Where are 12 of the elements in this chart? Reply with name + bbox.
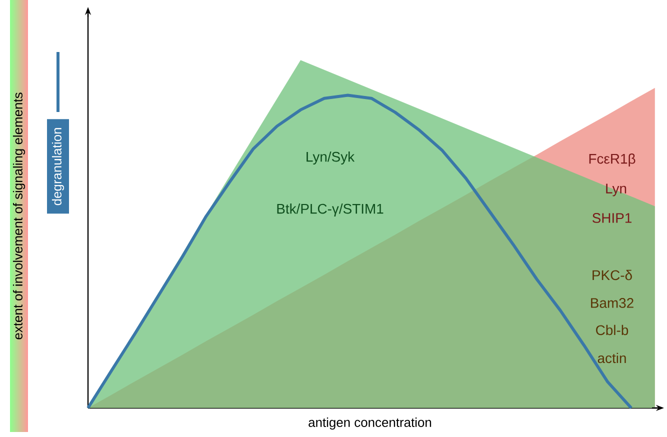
annotation: Lyn: [606, 184, 626, 196]
y-axis-title: extent of involvement of signaling elements: [12, 92, 26, 340]
annotation: FcεR1β: [589, 153, 636, 166]
x-axis-title: antigen concentration: [308, 417, 432, 430]
annotation: actin: [598, 352, 626, 364]
text: degranulation: [52, 128, 64, 206]
annotation: Bam32: [591, 298, 634, 308]
annotation: Lyn/Syk: [306, 151, 355, 164]
annotation: Btk/PLC-γ/STIM1: [277, 203, 384, 216]
annotation: PKC-δ: [592, 270, 632, 280]
annotation: SHIP1: [592, 213, 632, 223]
annotation: Cbl-b: [596, 324, 628, 336]
